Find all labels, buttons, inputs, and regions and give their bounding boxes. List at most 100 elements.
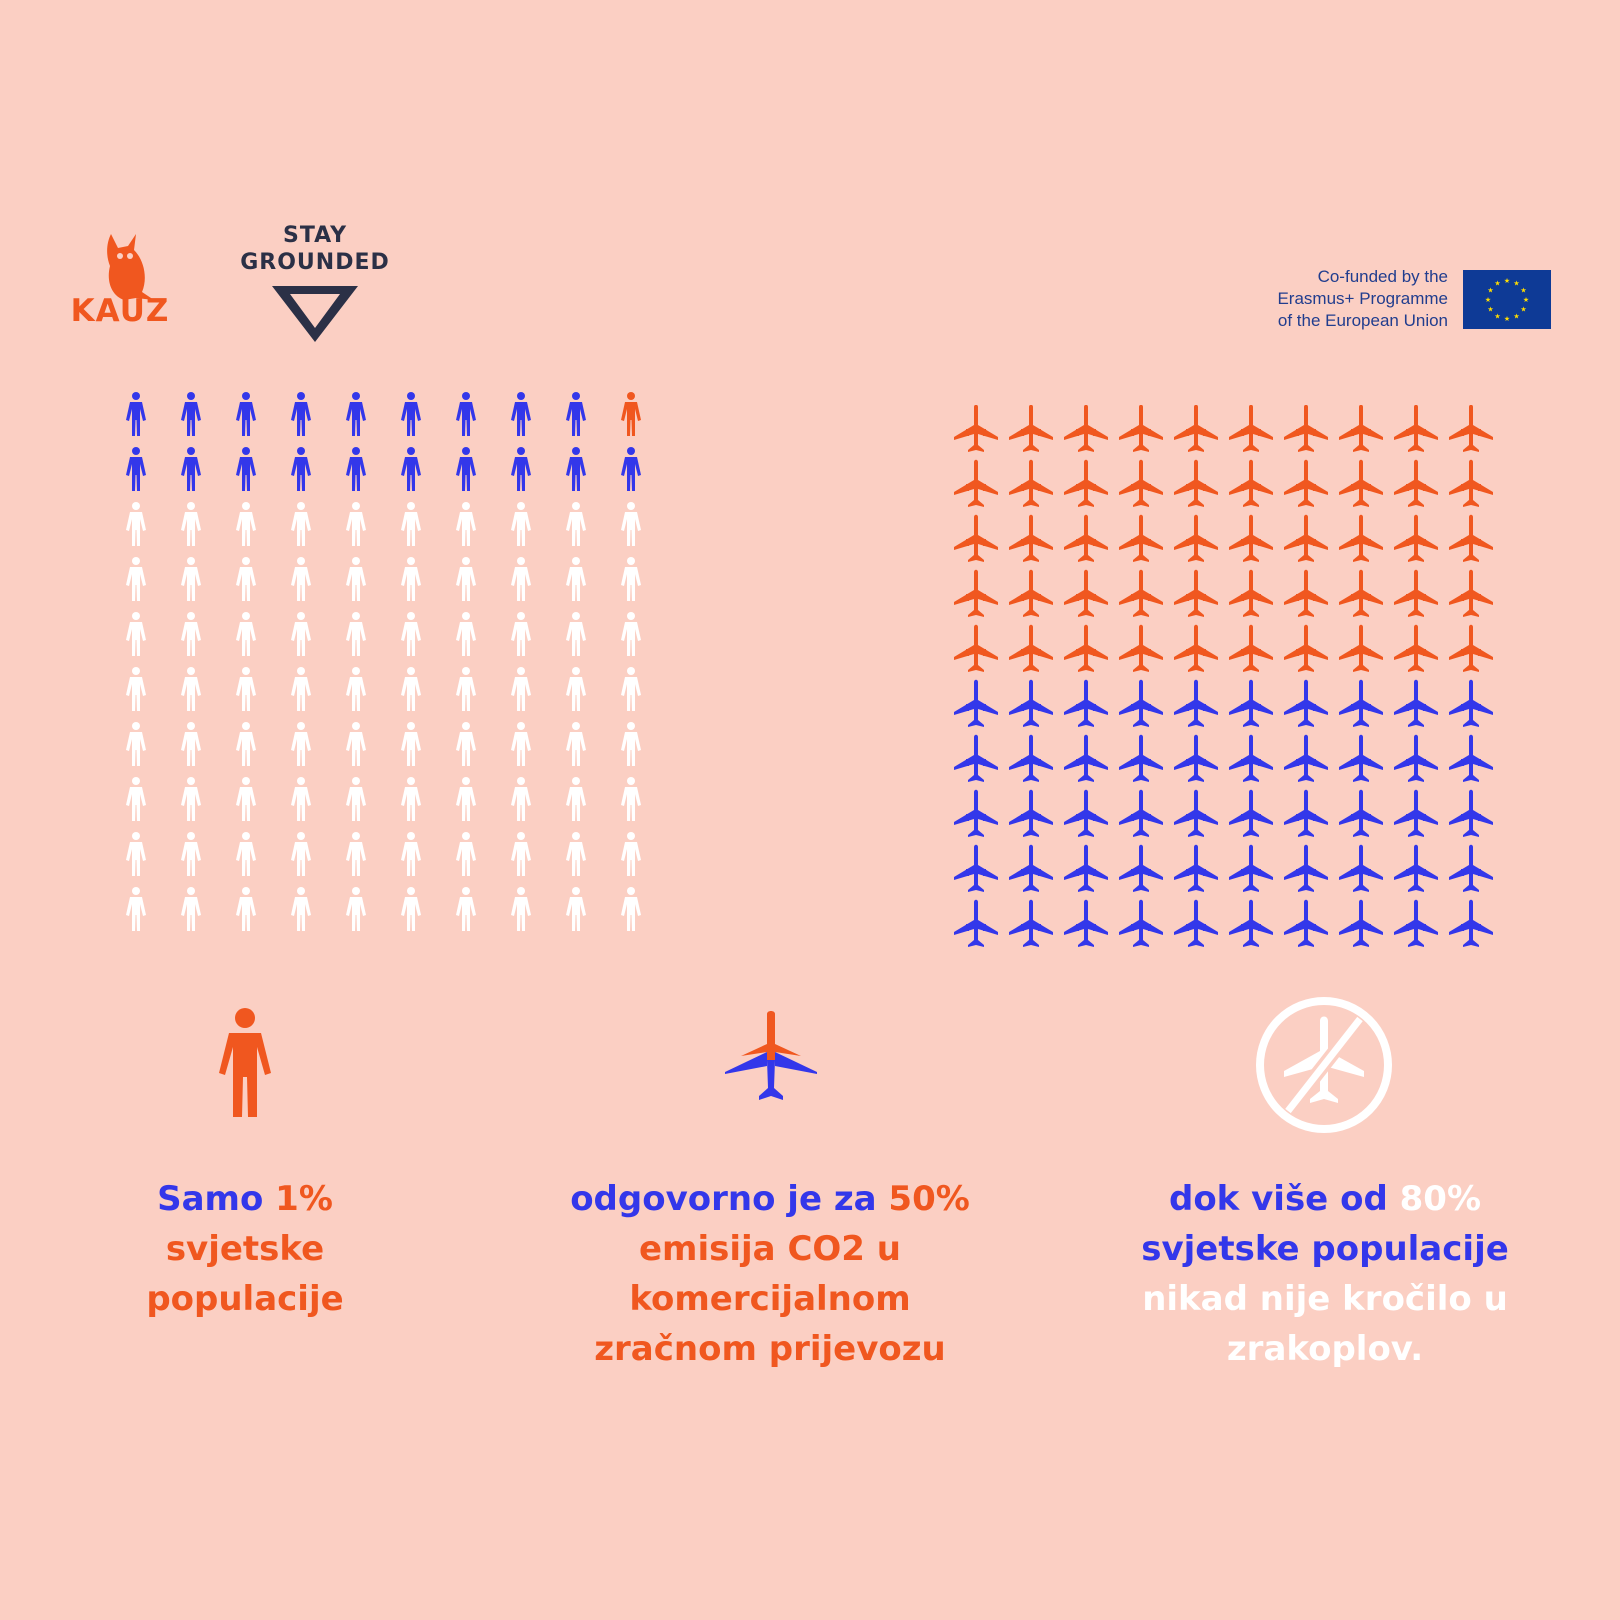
stat2-percent: 50% (888, 1179, 970, 1219)
plane-mark (1449, 789, 1493, 837)
person-figure (621, 667, 641, 711)
plane-mark (954, 405, 998, 452)
plane-mark (1174, 789, 1218, 837)
person-figure (181, 447, 201, 491)
person-figure (511, 557, 531, 601)
stat2-part-e: zračnom prijevozu (594, 1329, 946, 1369)
plane-mark (1394, 405, 1438, 452)
people-grid (126, 392, 641, 931)
plane-mark (1119, 844, 1163, 892)
person-figure (236, 887, 256, 931)
person-figure (401, 832, 421, 876)
plane-mark (1229, 734, 1273, 782)
person-figure (291, 502, 311, 546)
person-figure (511, 887, 531, 931)
person-figure (456, 447, 476, 491)
person-figure (456, 722, 476, 766)
plane-mark (1064, 569, 1108, 617)
person-figure (236, 832, 256, 876)
plane-grid (954, 405, 1493, 947)
plane-mark (1284, 789, 1328, 837)
person-figure (236, 667, 256, 711)
person-figure (511, 667, 531, 711)
plane-mark (1229, 405, 1273, 452)
stat2-part-a: odgovorno je za (570, 1179, 889, 1219)
plane-mark (1284, 734, 1328, 782)
person-figure (401, 502, 421, 546)
person-figure (181, 887, 201, 931)
owl-icon (107, 234, 154, 300)
plane-mark (1119, 514, 1163, 562)
person-figure (511, 612, 531, 656)
plane-mark (1119, 405, 1163, 452)
eu-flag-icon: ★★★★★★★★★ ★ ★★ (1463, 270, 1551, 329)
plane-mark (1339, 679, 1383, 727)
plane-mark (1449, 514, 1493, 562)
plane-mark (1009, 405, 1053, 452)
plane-mark (1009, 679, 1053, 727)
person-icon (219, 1008, 271, 1117)
person-figure (511, 832, 531, 876)
plane-mark (1449, 405, 1493, 452)
person-figure (126, 612, 146, 656)
plane-mark (1174, 844, 1218, 892)
stat3-percent: 80% (1399, 1179, 1482, 1219)
eu-star: ★ (1504, 315, 1510, 323)
kauz-logo-text: KAUZ (70, 293, 170, 329)
person-figure (621, 447, 641, 491)
plane-mark (1449, 624, 1493, 672)
person-figure (511, 392, 531, 436)
person-figure (621, 722, 641, 766)
stay-grounded-v-icon (272, 286, 358, 342)
plane-mark (1339, 899, 1383, 947)
person-figure (181, 667, 201, 711)
plane-mark (1339, 844, 1383, 892)
eu-star: ★ (1513, 280, 1519, 288)
stat2-part-c: emisija CO2 u (638, 1229, 902, 1269)
plane-mark (1009, 569, 1053, 617)
person-figure (181, 832, 201, 876)
plane-mark (1449, 569, 1493, 617)
person-figure (126, 722, 146, 766)
stay-grounded-logo: STAY GROUNDED (222, 222, 408, 276)
person-figure (621, 392, 641, 436)
eu-star: ★ (1520, 287, 1526, 295)
person-figure (126, 392, 146, 436)
eu-line-3: of the European Union (1277, 311, 1448, 330)
plane-mark (1449, 844, 1493, 892)
person-figure (181, 502, 201, 546)
person-figure (236, 392, 256, 436)
plane-mark (1394, 459, 1438, 507)
person-figure (291, 777, 311, 821)
person-figure (621, 832, 641, 876)
person-figure (456, 887, 476, 931)
stat1-part-a: Samo (157, 1179, 276, 1219)
person-figure (181, 557, 201, 601)
eu-star: ★ (1523, 296, 1529, 304)
eu-star: ★ (1494, 312, 1500, 320)
plane-mark (1064, 789, 1108, 837)
plane-mark (1284, 569, 1328, 617)
person-figure (401, 612, 421, 656)
plane-mark (1339, 405, 1383, 452)
plane-mark (1119, 734, 1163, 782)
person-figure (456, 832, 476, 876)
person-figure (126, 667, 146, 711)
plane-mark (1284, 899, 1328, 947)
plane-mark (1229, 569, 1273, 617)
person-figure (181, 722, 201, 766)
plane-mark (1339, 569, 1383, 617)
person-figure (566, 777, 586, 821)
eu-star: ★ (1520, 306, 1526, 314)
plane-mark (1229, 679, 1273, 727)
person-figure (401, 447, 421, 491)
plane-mark (1284, 514, 1328, 562)
plane-mark (1119, 679, 1163, 727)
plane-mark (1064, 459, 1108, 507)
plane-mark (954, 514, 998, 562)
stat3-part-c: svjetske populacije (1141, 1229, 1509, 1269)
person-figure (346, 667, 366, 711)
plane-mark (1064, 734, 1108, 782)
person-figure (401, 557, 421, 601)
plane-mark (1394, 789, 1438, 837)
